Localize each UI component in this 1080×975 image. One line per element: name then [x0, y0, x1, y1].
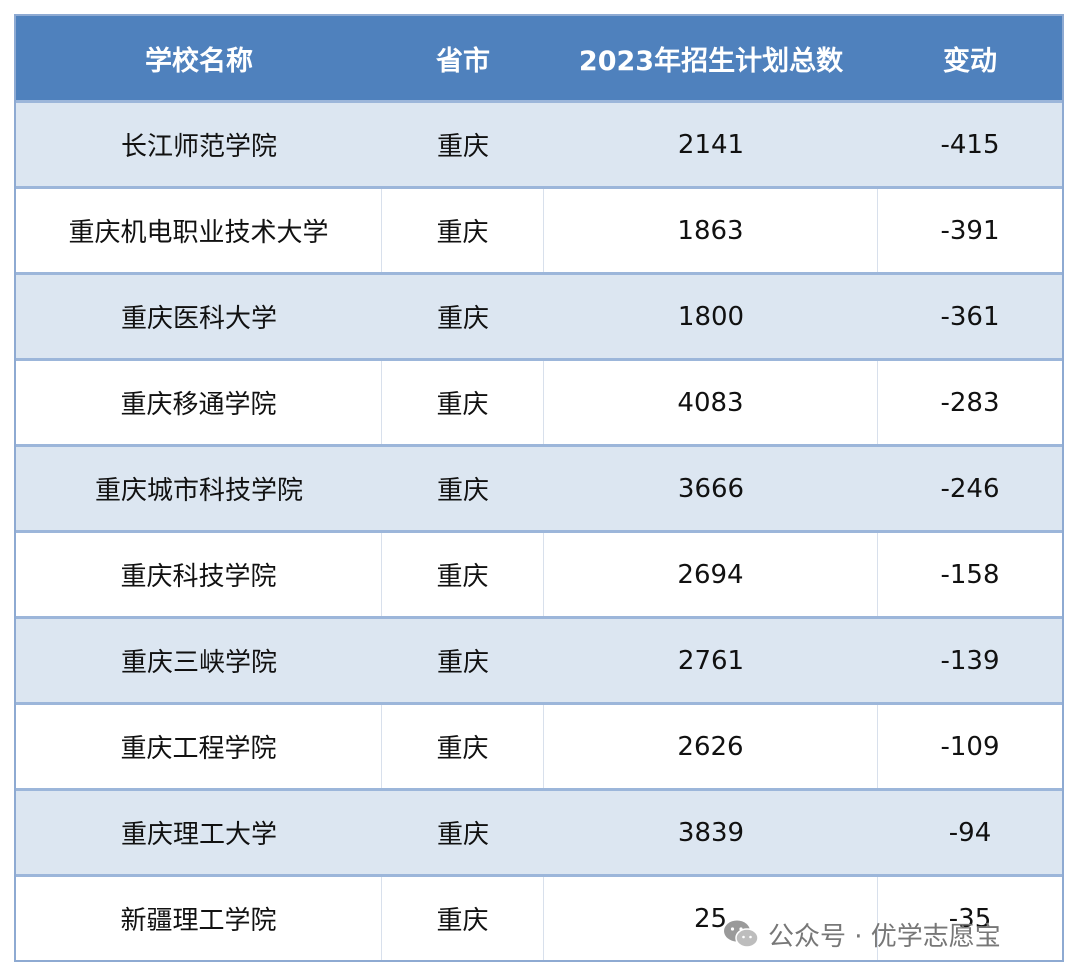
enrollment-cell: 1800: [677, 301, 745, 332]
enrollment-table: 学校名称 省市 2023年招生计划总数 变动 长江师范学院 重庆 2141 -4…: [14, 14, 1064, 962]
province-cell: 重庆: [382, 705, 544, 788]
enrollment-cell: 2761: [677, 645, 745, 676]
province-cell: 重庆: [436, 820, 489, 850]
watermark-text: 公众号 · 优学志愿宝: [768, 921, 1001, 952]
change-cell: -35: [948, 903, 992, 934]
table-row: 重庆科技学院 重庆 2694 -158: [16, 530, 1062, 616]
change-cell: -246: [940, 473, 1000, 504]
province-cell: 重庆: [382, 361, 544, 444]
table-row: 长江师范学院 重庆 2141 -415: [16, 100, 1062, 186]
province-cell: 重庆: [382, 533, 544, 616]
change-cell: -158: [940, 559, 1000, 590]
enrollment-cell: 2694: [544, 533, 878, 616]
school-name-cell: 重庆机电职业技术大学: [16, 189, 382, 272]
change-cell: -139: [940, 645, 1000, 676]
school-name-cell: 重庆科技学院: [16, 533, 382, 616]
province-cell: 重庆: [382, 877, 544, 960]
header-change: 变动: [943, 45, 997, 77]
enrollment-cell: 2141: [677, 129, 745, 160]
table-row: 重庆机电职业技术大学 重庆 1863 -391: [16, 186, 1062, 272]
change-cell: -415: [940, 129, 1000, 160]
header-enrollment-total: 2023年招生计划总数: [578, 45, 844, 77]
change-cell: -361: [940, 301, 1000, 332]
change-cell: -109: [940, 731, 1000, 762]
change-cell: -94: [948, 817, 992, 848]
enrollment-cell: 3666: [677, 473, 745, 504]
enrollment-cell: 25: [544, 877, 878, 960]
change-cell: -391: [940, 215, 1000, 246]
table-row: 重庆医科大学 重庆 1800 -361: [16, 272, 1062, 358]
watermark: 公众号 · 优学志愿宝: [722, 912, 1001, 956]
school-name-cell: 长江师范学院: [120, 132, 277, 162]
school-name-cell: 重庆城市科技学院: [94, 476, 303, 506]
school-name-cell: 新疆理工学院: [16, 877, 382, 960]
enrollment-cell: 3839: [677, 817, 745, 848]
enrollment-cell: 2626: [544, 705, 878, 788]
table-row: 重庆理工大学 重庆 3839 -94: [16, 788, 1062, 874]
table-row: 重庆城市科技学院 重庆 3666 -246: [16, 444, 1062, 530]
table-header-row: 学校名称 省市 2023年招生计划总数 变动: [16, 16, 1062, 100]
wechat-icon: [724, 920, 759, 948]
table-row: 新疆理工学院 重庆 25 -35: [16, 874, 1062, 960]
enrollment-cell: 1863: [544, 189, 878, 272]
table-row: 重庆三峡学院 重庆 2761 -139: [16, 616, 1062, 702]
enrollment-cell: 4083: [544, 361, 878, 444]
change-cell: -283: [940, 387, 1000, 418]
province-cell: 重庆: [436, 132, 489, 162]
school-name-cell: 重庆理工大学: [120, 820, 277, 850]
header-province: 省市: [436, 45, 490, 77]
school-name-cell: 重庆三峡学院: [120, 648, 277, 678]
school-name-cell: 重庆医科大学: [120, 304, 277, 334]
province-cell: 重庆: [382, 189, 544, 272]
header-school-name: 学校名称: [145, 45, 253, 77]
table-row: 重庆工程学院 重庆 2626 -109: [16, 702, 1062, 788]
province-cell: 重庆: [436, 648, 489, 678]
table-row: 重庆移通学院 重庆 4083 -283: [16, 358, 1062, 444]
province-cell: 重庆: [436, 304, 489, 334]
school-name-cell: 重庆工程学院: [16, 705, 382, 788]
province-cell: 重庆: [436, 476, 489, 506]
school-name-cell: 重庆移通学院: [16, 361, 382, 444]
